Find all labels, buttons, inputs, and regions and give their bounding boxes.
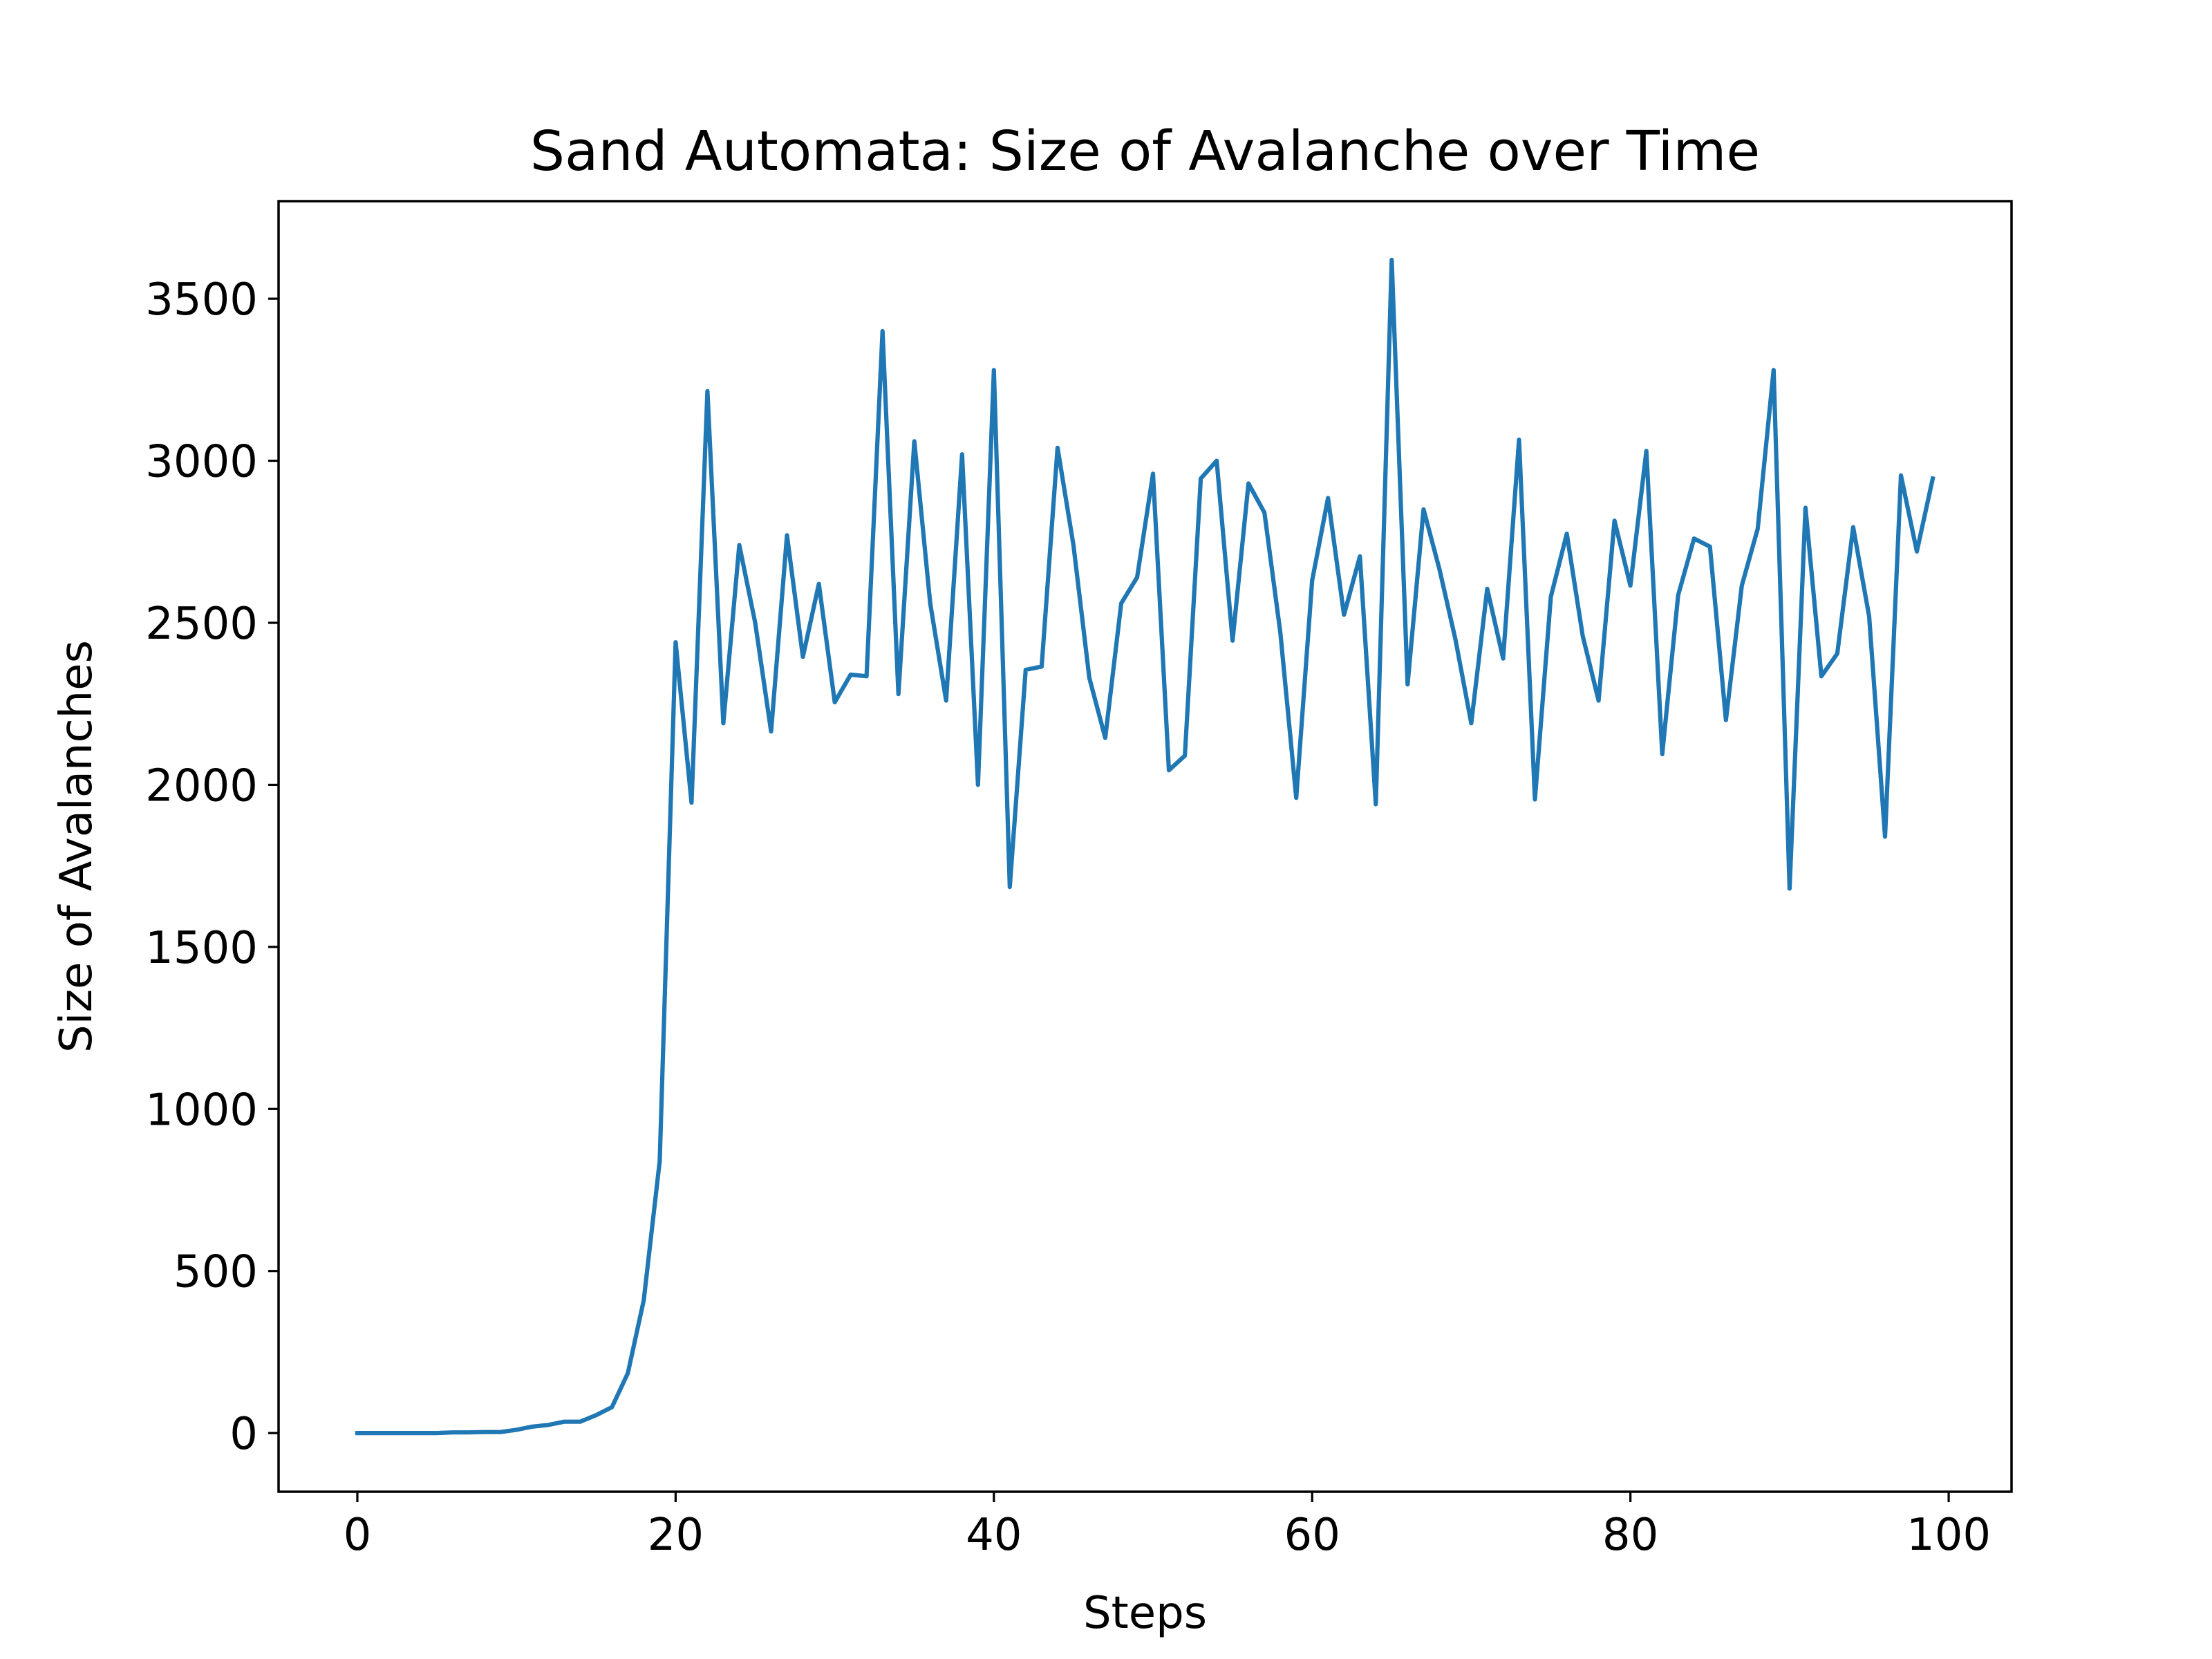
axes-frame bbox=[277, 200, 2013, 1493]
y-tick-label: 3000 bbox=[145, 437, 258, 488]
y-axis-ticks: 0 500 1000 1500 2000 2500 3000 3500 bbox=[145, 274, 279, 1460]
x-tick-label: 60 bbox=[1284, 1510, 1340, 1561]
y-tick-label: 0 bbox=[229, 1409, 258, 1460]
x-tick-label: 100 bbox=[1906, 1510, 1991, 1561]
y-tick-label: 500 bbox=[174, 1247, 258, 1298]
chart-title: Sand Automata: Size of Avalanche over Ti… bbox=[530, 120, 1760, 183]
x-axis-label: Steps bbox=[1083, 1588, 1207, 1639]
series-line bbox=[355, 257, 1936, 1436]
y-tick-label: 2000 bbox=[145, 760, 258, 812]
y-tick-label: 3500 bbox=[145, 274, 258, 326]
x-tick-label: 80 bbox=[1602, 1510, 1658, 1561]
y-axis-label: Size of Avalanches bbox=[51, 640, 102, 1053]
x-tick-label: 0 bbox=[344, 1510, 372, 1561]
plot-area bbox=[355, 257, 1936, 1436]
x-axis-ticks: 0 20 40 60 80 100 bbox=[344, 1492, 1991, 1561]
x-tick-label: 40 bbox=[966, 1510, 1022, 1561]
x-tick-label: 20 bbox=[648, 1510, 704, 1561]
y-tick-label: 2500 bbox=[145, 599, 258, 650]
y-tick-label: 1500 bbox=[145, 923, 258, 974]
y-tick-label: 1000 bbox=[145, 1085, 258, 1136]
